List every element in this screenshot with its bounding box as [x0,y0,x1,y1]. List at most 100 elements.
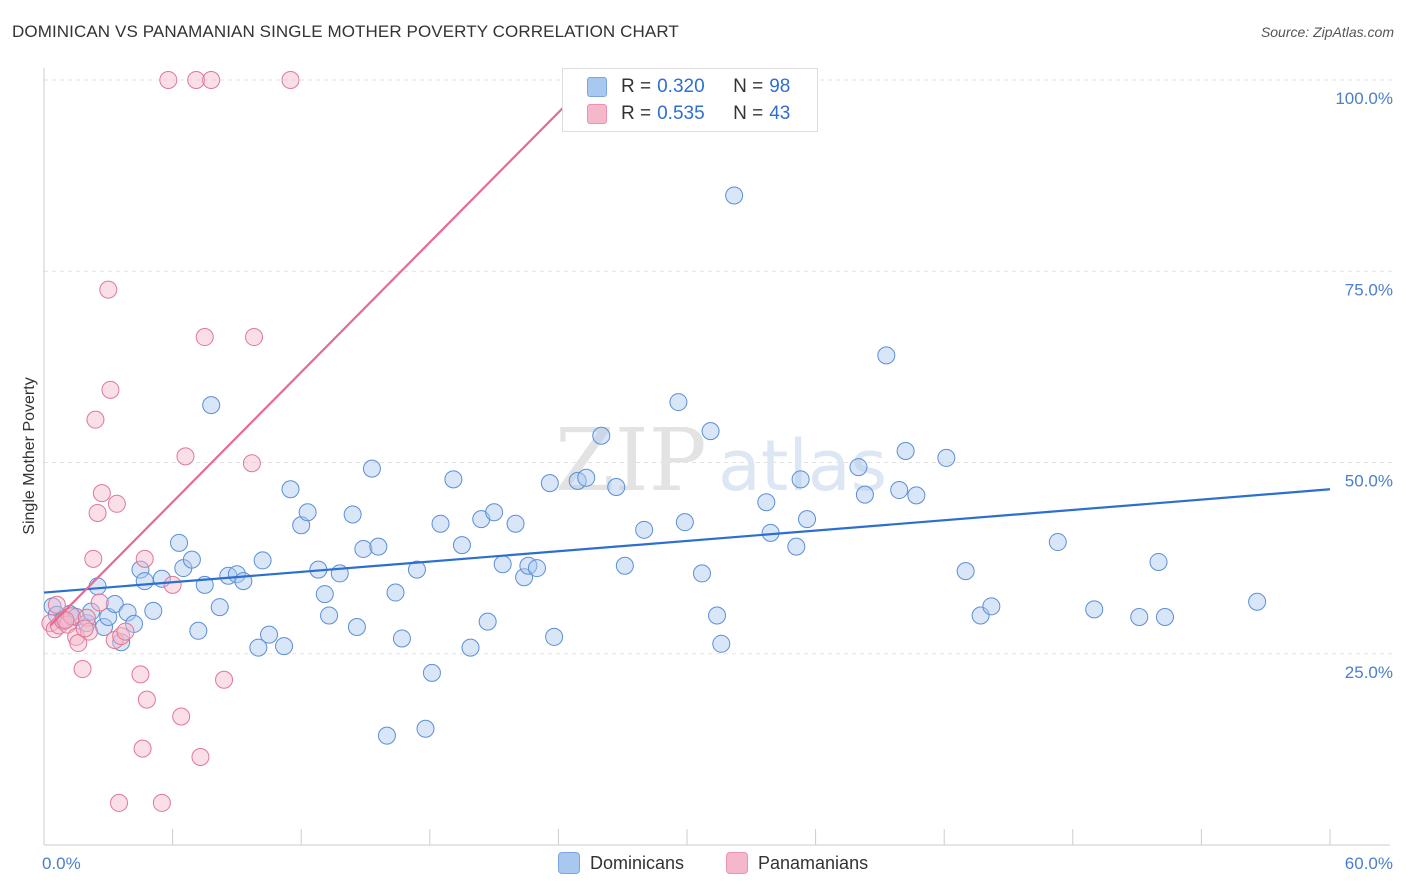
point-panamanian [47,595,66,614]
legend-n-value: 43 [769,103,791,124]
point-dominican [253,551,272,570]
x-tick-label-min: 0.0% [42,854,81,873]
watermark-atlas: atlas [718,425,887,507]
point-panamanian [202,71,221,89]
point-dominican [712,634,731,653]
legend-item-dominicans[interactable]: Dominicans [558,852,684,874]
point-dominican [88,577,107,596]
point-panamanian [58,615,77,634]
point-panamanian [245,328,264,347]
point-dominican [292,516,311,535]
point-panamanian [56,611,75,630]
point-panamanian [172,707,191,726]
trendline-dominicans [43,488,1331,594]
point-dominican [577,468,596,487]
point-dominican [131,560,150,579]
point-dominican [105,595,124,614]
point-dominican [1048,533,1067,552]
point-panamanian [137,690,156,709]
point-dominican [798,510,817,529]
point-dominican [545,627,564,646]
point-dominican [708,606,727,625]
point-panamanian [133,739,152,758]
point-dominican [527,559,546,578]
point-dominican [377,726,396,745]
legend-r-value: 0.320 [657,76,705,97]
tick-labels: 25.0% 50.0% 75.0% 100.0% 0.0% 60.0% [42,89,1393,873]
point-panamanian [73,660,92,679]
point-panamanian [84,549,103,568]
point-dominican [701,422,720,441]
point-dominican [693,564,712,583]
source-label: Source: ZipAtlas.com [1260,24,1394,40]
legend-row-panamanians: R = 0.535 N = 43 [587,102,790,126]
point-dominican [369,537,388,556]
point-dominican [362,459,381,478]
point-dominican [1085,600,1104,619]
legend-n-label: N = [733,76,764,97]
point-panamanian [116,622,135,641]
watermark: ZIP atlas [555,411,887,511]
point-panamanian [159,71,178,89]
point-dominican [1149,552,1168,571]
point-dominican [144,601,163,620]
legend-label-panamanians: Panamanians [758,852,869,873]
point-dominican [452,536,471,555]
legend-swatch-pink [587,104,607,124]
point-dominican [791,470,810,489]
axes [43,68,1390,846]
point-dominican [485,503,504,522]
point-panamanian [110,793,129,812]
point-dominican [444,470,463,489]
point-dominican [182,550,201,569]
point-panamanian [92,484,111,503]
chart-title: DOMINICAN VS PANAMANIAN SINGLE MOTHER PO… [12,22,679,41]
point-dominican [877,346,896,365]
legend-item-panamanians[interactable]: Panamanians [726,852,868,874]
point-dominican [675,513,694,532]
point-dominican [669,393,688,412]
point-panamanian [86,410,105,429]
x-tick-label-max: 60.0% [1345,854,1393,873]
point-dominican [118,603,137,622]
y-tick-label: 75.0% [1345,280,1393,299]
point-dominican [615,556,634,575]
series-panamanians [41,71,300,812]
point-dominican [281,480,300,499]
point-dominican [422,663,441,682]
point-dominican [787,537,806,556]
point-dominican [493,555,512,574]
point-dominican [189,621,208,640]
point-dominican [1130,608,1149,627]
legend-swatch-panamanians [726,852,748,874]
point-panamanian [281,71,300,89]
point-panamanian [163,575,182,594]
point-panamanian [176,447,195,466]
point-dominican [592,426,611,445]
point-panamanian [152,793,171,812]
trend-lines [43,79,1331,627]
point-dominican [99,608,118,627]
point-panamanian [135,549,154,568]
correlation-legend: R = 0.320 N = 98 R = 0.535 N = 43 [562,68,818,132]
series-legend: Dominicans Panamanians [0,852,1406,878]
point-dominican [275,637,294,656]
point-dominican [515,568,534,587]
point-dominican [607,477,626,496]
trendline-panamanians [49,79,592,627]
point-dominican [135,572,154,591]
point-dominican [849,458,868,477]
point-dominican [202,396,221,415]
grid-lines [44,79,1395,655]
point-dominican [907,486,926,505]
y-tick-label: 50.0% [1345,472,1393,491]
point-panamanian [99,280,118,299]
legend-row-dominicans: R = 0.320 N = 98 [587,75,790,99]
point-dominican [1155,608,1174,627]
point-panamanian [90,593,109,612]
legend-swatch-blue [587,77,607,97]
point-dominican [170,533,189,552]
point-panamanian [242,454,261,473]
point-dominican [982,597,1001,616]
